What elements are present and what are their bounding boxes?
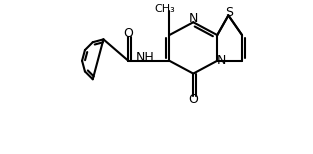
Text: NH: NH <box>136 51 155 64</box>
Text: O: O <box>123 27 133 40</box>
Text: CH₃: CH₃ <box>155 4 175 14</box>
Text: N: N <box>217 54 226 67</box>
Text: O: O <box>188 93 198 106</box>
Text: S: S <box>225 6 233 19</box>
Text: N: N <box>189 12 198 25</box>
